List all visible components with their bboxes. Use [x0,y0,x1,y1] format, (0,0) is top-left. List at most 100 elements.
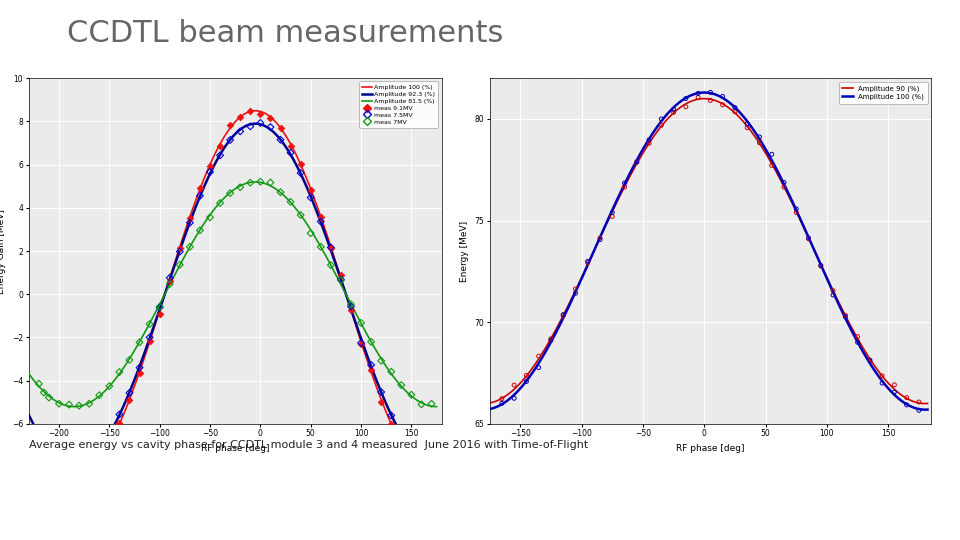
Point [728,103,743,112]
Point [826,286,841,295]
Point [703,88,718,97]
Point [494,399,510,408]
Point [122,388,137,397]
Point [788,205,804,213]
Point [911,406,926,415]
Point [283,148,299,157]
Text: 15/11/2017: 15/11/2017 [24,512,76,521]
Point [91,455,107,464]
Point [283,141,299,150]
Point [122,396,137,404]
Point [273,124,288,132]
Point [703,96,718,105]
Point [424,471,440,480]
Text: CCDTL beam measurements: CCDTL beam measurements [67,19,504,48]
Point [273,188,288,197]
Point [142,337,157,346]
Point [152,303,167,312]
Y-axis label: Energy [MeV]: Energy [MeV] [460,220,468,282]
Point [102,382,117,390]
Point [666,108,682,117]
Text: Average energy vs cavity phase for CCDTL module 3 and 4 measured  June 2016 with: Average energy vs cavity phase for CCDTL… [29,440,588,450]
Point [41,393,57,402]
Point [344,306,359,315]
Point [243,178,258,187]
Point [404,390,420,399]
Point [71,473,86,482]
Point [764,150,780,159]
Point [132,363,147,372]
Point [384,420,399,428]
Point [223,189,238,198]
Point [82,400,97,408]
Point [567,289,583,298]
Point [373,388,389,396]
Point [212,142,228,151]
Legend: Amplitude 100 (%), Amplitude 92.3 (%), Amplitude 81.5 (%), meas 9.1MV, meas 7.5M: Amplitude 100 (%), Amplitude 92.3 (%), A… [359,82,439,128]
Point [324,261,339,269]
Point [212,199,228,207]
Point [142,333,157,342]
Point [232,127,248,136]
Point [690,89,706,98]
Point [344,300,359,309]
Point [172,247,187,256]
Point [31,429,46,438]
Point [605,212,620,221]
Point [51,400,66,408]
Point [654,114,669,123]
Point [203,213,218,221]
Point [36,388,52,397]
Point [303,229,319,238]
Point [111,368,127,376]
Point [313,242,328,251]
Point [801,234,816,242]
Point [353,339,369,348]
Point [91,444,107,453]
Point [752,133,767,141]
Point [404,458,420,467]
Point [111,410,127,418]
Point [192,226,207,234]
Point [333,276,348,285]
X-axis label: RF phase [deg]: RF phase [deg] [676,444,745,453]
Point [203,167,218,176]
Point [182,218,198,227]
Point [303,193,319,202]
Point [41,445,57,454]
Point [911,397,926,406]
Text: 20: 20 [919,510,934,523]
Point [666,105,682,114]
Point [813,262,828,271]
Point [344,302,359,311]
Point [61,461,77,470]
Point [333,271,348,279]
Point [788,208,804,217]
Point [654,121,669,130]
Point [91,391,107,400]
Point [82,453,97,462]
Point [162,273,178,282]
Point [324,244,339,252]
Point [394,430,409,438]
Point [162,280,178,288]
Point [223,121,238,130]
X-axis label: RF phase [deg]: RF phase [deg] [201,444,270,453]
Point [414,400,429,409]
Point [61,400,77,409]
Point [518,371,534,380]
Point [424,460,440,468]
Point [283,198,299,206]
Point [252,119,268,127]
Point [617,179,633,187]
Y-axis label: Energy Gain [MeV]: Energy Gain [MeV] [0,208,7,294]
Point [31,440,46,448]
Point [414,455,429,464]
Point [293,211,308,219]
Point [556,310,571,319]
Point [826,291,841,299]
Point [263,113,278,122]
Point [862,356,877,364]
Point [313,217,328,226]
Point [838,313,853,321]
